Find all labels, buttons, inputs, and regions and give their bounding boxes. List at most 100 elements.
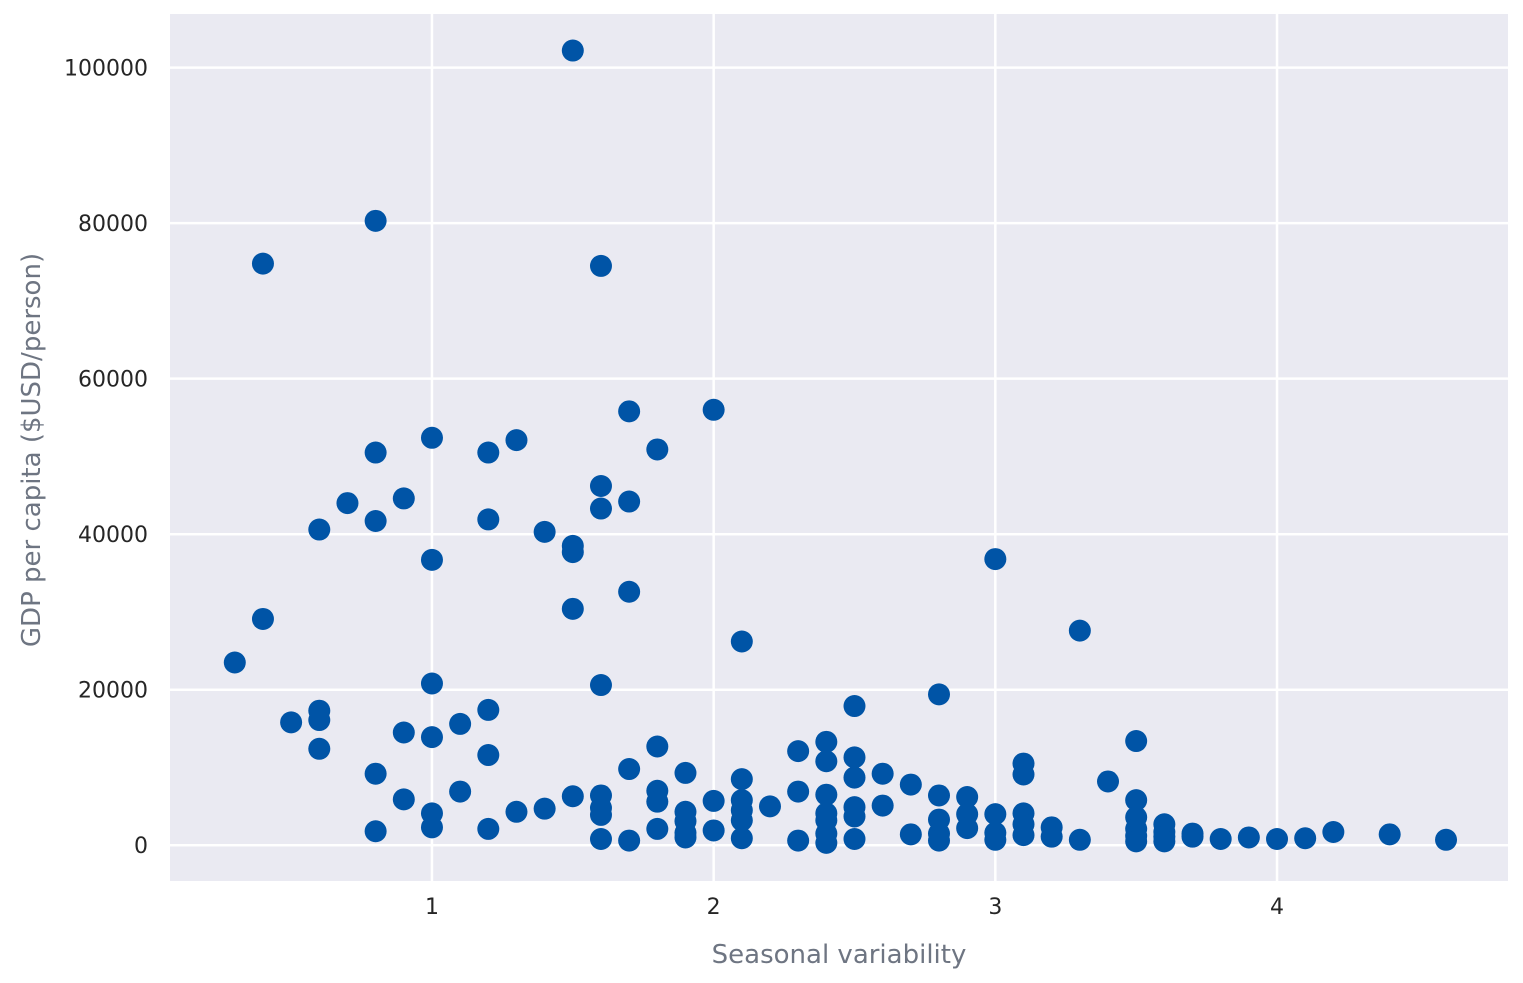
data-point — [618, 829, 641, 852]
data-point — [561, 785, 584, 808]
data-point — [646, 817, 669, 840]
data-point — [843, 695, 866, 718]
data-point — [730, 768, 753, 791]
data-point — [1209, 828, 1232, 851]
data-point — [589, 497, 612, 520]
data-point — [843, 828, 866, 851]
data-point — [702, 819, 725, 842]
data-point — [1266, 828, 1289, 851]
data-point — [533, 797, 556, 820]
data-point — [815, 831, 838, 854]
data-point — [1097, 770, 1120, 793]
data-point — [730, 630, 753, 653]
y-tick-label: 0 — [134, 834, 148, 859]
data-point — [308, 709, 331, 732]
y-tick-label: 60000 — [78, 368, 148, 393]
data-point — [787, 740, 810, 763]
data-point — [364, 209, 387, 232]
data-point — [1294, 827, 1317, 850]
data-point — [336, 492, 359, 515]
data-point — [674, 826, 697, 849]
data-point — [758, 795, 781, 818]
data-point — [787, 780, 810, 803]
data-point — [251, 607, 274, 630]
data-point — [815, 750, 838, 773]
data-point — [308, 737, 331, 760]
data-point — [505, 800, 528, 823]
data-point — [927, 683, 950, 706]
data-point — [899, 773, 922, 796]
data-point — [561, 597, 584, 620]
data-point — [280, 711, 303, 734]
data-point — [392, 487, 415, 510]
data-point — [618, 580, 641, 603]
data-point — [223, 651, 246, 674]
data-point — [364, 762, 387, 785]
data-point — [449, 712, 472, 735]
data-point — [1125, 830, 1148, 853]
data-point — [730, 827, 753, 850]
data-point — [561, 39, 584, 62]
y-tick-label: 80000 — [78, 212, 148, 237]
data-point — [899, 823, 922, 846]
data-point — [1378, 823, 1401, 846]
data-point — [646, 790, 669, 813]
data-point — [477, 744, 500, 767]
data-point — [392, 788, 415, 811]
y-tick-label: 20000 — [78, 679, 148, 704]
data-point — [956, 786, 979, 809]
data-point — [618, 758, 641, 781]
data-point — [871, 762, 894, 785]
plot-background — [170, 14, 1508, 881]
data-point — [449, 780, 472, 803]
data-point — [843, 746, 866, 769]
data-point — [1068, 828, 1091, 851]
data-point — [561, 541, 584, 564]
data-point — [730, 809, 753, 832]
data-point — [674, 761, 697, 784]
x-tick-label: 3 — [988, 895, 1002, 920]
data-point — [1012, 763, 1035, 786]
y-tick-label: 100000 — [64, 57, 148, 82]
data-point — [364, 509, 387, 532]
data-point — [1068, 619, 1091, 642]
data-point — [1322, 821, 1345, 844]
x-tick-label: 1 — [425, 895, 439, 920]
data-point — [927, 784, 950, 807]
data-point — [308, 518, 331, 541]
data-point — [251, 252, 274, 275]
data-point — [815, 730, 838, 753]
data-point — [1181, 825, 1204, 848]
data-point — [589, 828, 612, 851]
data-point — [420, 548, 443, 571]
data-point — [984, 548, 1007, 571]
data-point — [927, 829, 950, 852]
data-point — [477, 817, 500, 840]
data-point — [364, 820, 387, 843]
data-point — [589, 474, 612, 497]
data-point — [815, 783, 838, 806]
data-point — [420, 726, 443, 749]
data-point — [1153, 830, 1176, 853]
data-point — [702, 789, 725, 812]
data-point — [1237, 826, 1260, 849]
data-point — [477, 508, 500, 531]
data-point — [477, 441, 500, 464]
data-point — [420, 426, 443, 449]
data-point — [420, 816, 443, 839]
data-point — [787, 829, 810, 852]
data-point — [392, 721, 415, 744]
y-tick-label: 40000 — [78, 523, 148, 548]
data-point — [364, 441, 387, 464]
data-point — [871, 794, 894, 817]
data-point — [1435, 828, 1458, 851]
data-point — [618, 400, 641, 423]
data-point — [1125, 789, 1148, 812]
data-point — [1125, 730, 1148, 753]
data-point — [589, 674, 612, 697]
data-point — [420, 672, 443, 695]
data-point — [956, 817, 979, 840]
x-tick-labels: 1 2 3 4 — [425, 895, 1284, 920]
data-point — [646, 438, 669, 461]
data-point — [1012, 824, 1035, 847]
